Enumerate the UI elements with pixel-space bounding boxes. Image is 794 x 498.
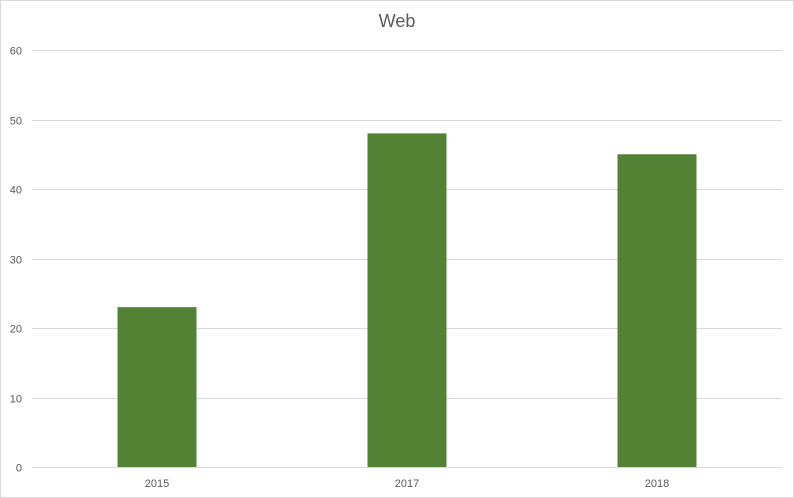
x-tick-label: 2018 xyxy=(645,478,669,490)
x-tick-label: 2017 xyxy=(395,478,419,490)
y-tick-label: 10 xyxy=(10,394,22,406)
y-tick-label: 40 xyxy=(10,185,22,197)
y-tick-label: 60 xyxy=(10,46,22,58)
bar xyxy=(617,154,697,467)
y-tick-label: 0 xyxy=(16,463,22,475)
x-tick-label: 2015 xyxy=(145,478,169,490)
y-tick-label: 30 xyxy=(10,255,22,267)
chart-title: Web xyxy=(378,11,416,31)
y-tick-label: 20 xyxy=(10,324,22,336)
bar xyxy=(117,307,197,467)
y-tick-label: 50 xyxy=(10,116,22,128)
bar xyxy=(367,133,447,467)
